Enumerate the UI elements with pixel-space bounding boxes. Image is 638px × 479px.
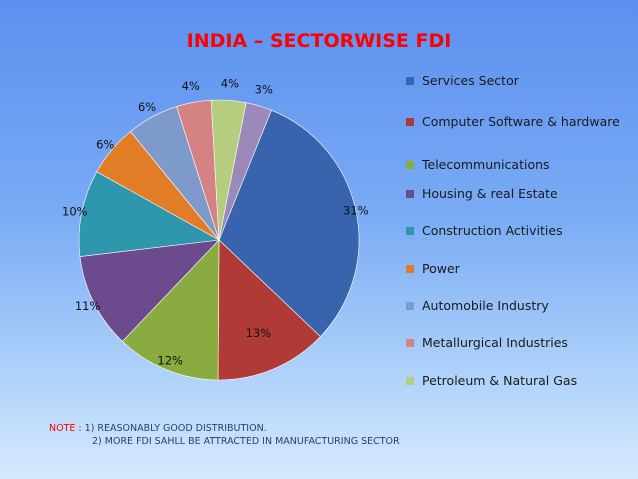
pie-slice-label-2: 12% — [157, 354, 183, 368]
pie-slice-label-1: 13% — [246, 326, 272, 340]
note-prefix: NOTE : — [49, 423, 82, 434]
legend-swatch-7 — [406, 339, 414, 347]
legend-label-0: Services Sector — [422, 73, 519, 88]
chart-note: NOTE : 1) REASONABLY GOOD DISTRIBUTION. … — [49, 422, 400, 448]
legend-swatch-3 — [406, 190, 414, 198]
legend-swatch-6 — [406, 302, 414, 310]
legend-label-5: Power — [422, 261, 460, 276]
pie-slice-label-5: 6% — [96, 138, 114, 152]
pie-slice-1 — [217, 239, 321, 381]
legend-label-2: Telecommunications — [422, 157, 550, 172]
pie-slice-label-8: 4% — [221, 77, 239, 91]
pie-slice-label-7: 4% — [182, 79, 200, 93]
legend-swatch-4 — [406, 227, 414, 235]
pie-slice-label-3: 11% — [75, 299, 101, 313]
legend-swatch-0 — [406, 77, 414, 85]
pie-slice-9 — [218, 102, 272, 241]
legend-label-6: Automobile Industry — [422, 298, 549, 313]
legend-label-1: Computer Software & hardware — [422, 114, 620, 129]
pie-slice-4 — [78, 171, 220, 257]
chart-title: INDIA – SECTORWISE FDI — [186, 30, 452, 52]
pie-slice-2 — [122, 239, 220, 381]
legend-label-3: Housing & real Estate — [422, 186, 558, 201]
legend-swatch-1 — [406, 118, 414, 126]
legend-label-7: Metallurgical Industries — [422, 335, 568, 350]
legend-label-4: Construction Activities — [422, 223, 563, 238]
note-line-1: 1) REASONABLY GOOD DISTRIBUTION. — [84, 423, 267, 434]
note-line-2: 2) MORE FDI SAHLL BE ATTRACTED IN MANUFA… — [92, 436, 400, 447]
legend-swatch-5 — [406, 265, 414, 273]
pie-slice-label-9: 3% — [255, 83, 273, 97]
legend-label-8: Petroleum & Natural Gas — [422, 373, 578, 388]
pie-slice-0 — [218, 109, 360, 337]
pie-slice-label-0: 31% — [343, 203, 369, 217]
pie-slice-3 — [79, 239, 220, 342]
pie-slice-label-6: 6% — [138, 100, 156, 114]
pie-slice-label-4: 10% — [62, 204, 88, 218]
legend-swatch-8 — [406, 377, 414, 385]
legend-swatch-2 — [406, 161, 414, 169]
